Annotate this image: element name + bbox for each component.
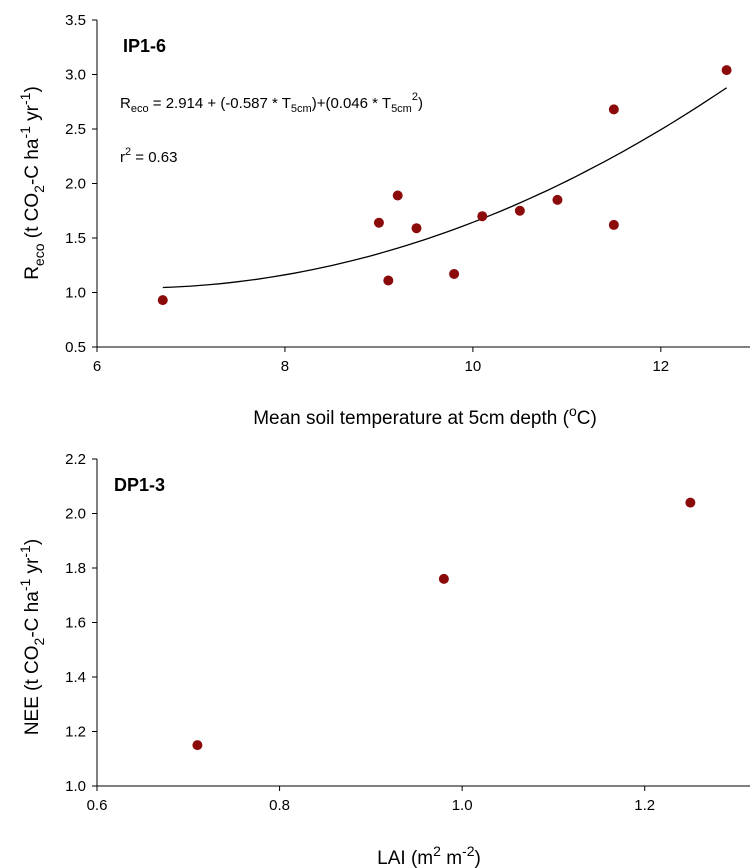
panel2-x-axis-label: LAI (m2 m-2) [377,843,481,868]
panel1-data-point [411,223,422,234]
panel1-axes [96,20,750,348]
panel2-data-point [438,573,449,584]
panel2-x-ticks: 0.6 0.8 1.0 1.2 [87,786,655,814]
panel1-r-squared: r2 = 0.63 [120,146,177,166]
panel1-y-axis-label: Reco (t CO2-C ha-1 yr-1) [17,86,47,280]
panel1-y-tick-label: 1.0 [65,285,86,302]
panel2-y-tick-label: 1.4 [65,669,86,686]
panel1-points [157,65,732,306]
panel1-data-point [608,219,619,230]
panel1-data-point [449,268,460,279]
panel1-y-ticks: 0.5 1.0 1.5 2.0 2.5 3.0 3.5 [65,12,97,356]
panel1-data-point [157,295,168,306]
panel1-y-tick-label: 2.5 [65,121,86,138]
panel1-x-tick-label: 10 [465,358,482,375]
panel2-data-point [192,740,203,751]
panel2-data-point [685,497,696,508]
panel2-y-ticks: 1.0 1.2 1.4 1.6 1.8 2.0 2.2 [65,451,97,795]
panel2-x-tick-label: 0.6 [87,797,108,814]
panel1-label: IP1-6 [123,36,166,56]
panel1-x-tick-label: 12 [652,358,669,375]
panel1-y-tick-label: 3.0 [65,67,86,84]
panel1-x-tick-label: 6 [93,358,101,375]
panel-dp1-3: 0.6 0.8 1.0 1.2 1.0 1.2 1.4 1.6 1.8 2.0 2.2 DP1-3… [17,451,750,868]
panel1-data-point [477,211,488,222]
panel1-x-axis-label: Mean soil temperature at 5cm depth (oC) [253,403,597,429]
panel2-y-tick-label: 2.2 [65,451,86,468]
panel2-axes [96,459,750,787]
panel2-y-tick-label: 2.0 [65,506,86,523]
panel2-y-tick-label: 1.6 [65,615,86,632]
panel2-x-tick-label: 1.2 [634,797,655,814]
panel1-data-point [552,194,563,205]
panel-ip1-6: 6 8 10 12 0.5 1.0 1.5 2.0 2.5 3.0 3.5 IP1-6 Reco … [17,12,750,429]
panel2-x-tick-label: 1.0 [452,797,473,814]
panel1-data-point [373,217,384,228]
panel1-y-tick-label: 2.0 [65,176,86,193]
panel2-x-tick-label: 0.8 [269,797,290,814]
panel2-y-tick-label: 1.0 [65,778,86,795]
panel1-x-tick-label: 8 [281,358,289,375]
panel1-data-point [392,190,403,201]
panel2-label: DP1-3 [114,475,165,495]
panel2-points [192,497,696,751]
panel1-fit-curve [162,87,727,289]
panel1-y-tick-label: 3.5 [65,12,86,29]
panel1-data-point [721,65,732,76]
panel1-data-point [514,205,525,216]
panel1-fit-equation: Reco = 2.914 + (-0.587 * T5cm)+(0.046 * … [120,91,423,115]
panel1-data-point [608,104,619,115]
panel2-y-tick-label: 1.2 [65,724,86,741]
panel1-y-tick-label: 1.5 [65,230,86,247]
panel1-x-ticks: 6 8 10 12 [93,347,669,375]
panel2-y-tick-label: 1.8 [65,560,86,577]
panel1-data-point [383,275,394,286]
panel2-y-axis-label: NEE (t CO2-C ha-1 yr-1) [17,539,47,735]
panel1-y-tick-label: 0.5 [65,339,86,356]
